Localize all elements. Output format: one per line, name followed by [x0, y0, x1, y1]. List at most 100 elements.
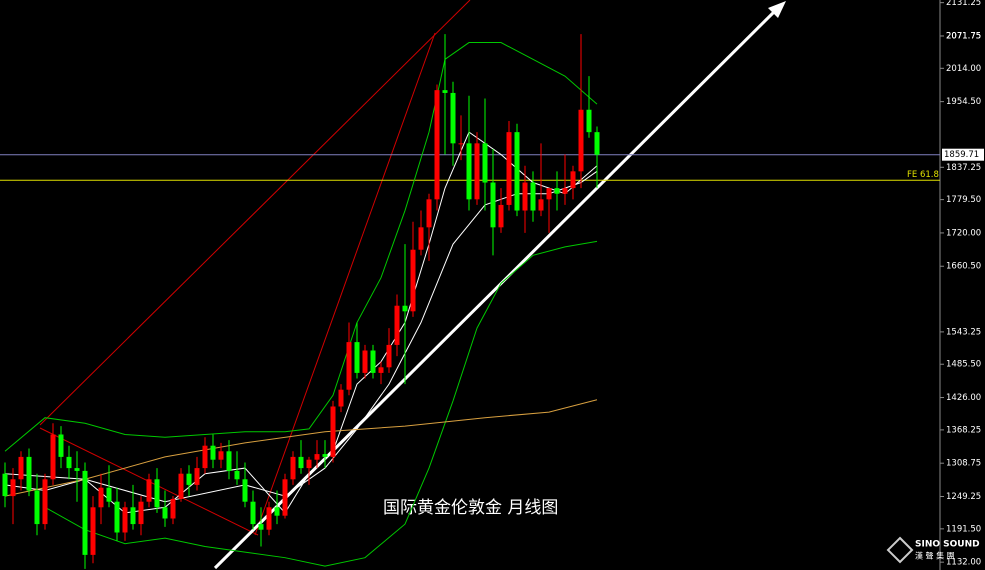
candle-body	[194, 468, 200, 485]
candle-body	[130, 507, 136, 525]
candle-body	[290, 456, 296, 480]
y-tick-label: 1485.50	[946, 360, 981, 370]
candle-body	[90, 507, 96, 555]
candle-body	[490, 182, 496, 228]
candle-body	[482, 143, 488, 183]
candle-body	[426, 199, 432, 228]
candle-body	[234, 470, 240, 480]
candle-body	[538, 199, 544, 211]
candle-body	[170, 498, 176, 519]
y-tick-label: 2071.75	[946, 31, 981, 41]
y-tick-label: 1720.00	[946, 228, 981, 238]
candle-body	[210, 445, 216, 460]
overlay-line	[4, 42, 598, 452]
candle-body	[530, 182, 536, 211]
y-tick-label: 1308.75	[946, 459, 981, 469]
candle-body	[442, 90, 448, 93]
candle-body	[434, 90, 440, 200]
candle-body	[498, 204, 504, 228]
candle-body	[594, 132, 600, 155]
y-tick-label: 1249.25	[946, 492, 981, 502]
candle-body	[242, 479, 248, 502]
logo-name: SINO SOUND	[915, 540, 980, 550]
candle-body	[122, 507, 128, 533]
price-box	[942, 148, 984, 161]
candle-body	[138, 501, 144, 525]
candle-body	[10, 479, 16, 497]
candle-body	[378, 367, 384, 373]
candle-body	[218, 451, 224, 460]
candle-body	[66, 456, 72, 469]
candle-body	[370, 350, 376, 373]
candle-body	[2, 473, 8, 497]
candle-body	[354, 342, 360, 373]
candle-body	[474, 143, 480, 200]
candle-body	[82, 470, 88, 555]
y-tick-label: 2071.75	[946, 31, 981, 41]
candle-body	[74, 468, 80, 471]
candle-body	[226, 451, 232, 471]
arrow-head	[768, 1, 786, 18]
candle-body	[402, 305, 408, 312]
candle-body	[514, 132, 520, 211]
candle-body	[410, 249, 416, 312]
candle-body	[418, 227, 424, 250]
candle-body	[506, 132, 512, 205]
candle-body	[330, 406, 336, 457]
candle-body	[386, 344, 392, 368]
y-tick-label: 1368.25	[946, 425, 981, 435]
candle-body	[322, 454, 328, 457]
candle-body	[202, 445, 208, 469]
price-label: 1859.71	[944, 150, 979, 160]
logo-sub: 漢 聲 集 團	[915, 551, 955, 561]
y-tick-label: 1954.50	[946, 97, 981, 107]
candle-body	[282, 479, 288, 516]
candle-body	[394, 305, 400, 345]
candle-body	[162, 507, 168, 519]
overlay-line	[4, 170, 598, 503]
candle-body	[306, 459, 312, 469]
candle-body	[258, 524, 264, 530]
y-tick-label: 2131.25	[946, 0, 981, 8]
trend-line	[39, 0, 471, 426]
candle-body	[578, 109, 584, 172]
candle-body	[154, 479, 160, 508]
candle-body	[562, 188, 568, 194]
candle-body	[554, 188, 560, 194]
candle-body	[450, 92, 456, 144]
candle-body	[250, 501, 256, 525]
y-tick-label: 1132.00	[946, 558, 981, 568]
overlay-line	[44, 240, 598, 567]
logo: SINO SOUND 漢 聲 集 團	[886, 536, 980, 564]
y-tick-label: 1426.00	[946, 393, 981, 403]
candle-body	[362, 350, 368, 373]
candle-body	[314, 454, 320, 460]
candle-body	[458, 143, 464, 145]
candle-body	[266, 507, 272, 530]
overlay-line	[4, 399, 598, 497]
y-tick-label: 2071.75	[946, 31, 981, 41]
y-tick-label: 2014.00	[946, 64, 981, 74]
candle-body	[298, 456, 304, 469]
y-tick-label: 1837.25	[946, 163, 981, 173]
candle-body	[98, 487, 104, 508]
candle-body	[338, 389, 344, 407]
candle-body	[274, 507, 280, 516]
candle-body	[146, 479, 152, 502]
candle-body	[178, 473, 184, 499]
candle-body	[586, 109, 592, 133]
y-tick-label: 1191.50	[946, 524, 981, 534]
y-tick-label: 1779.50	[946, 195, 981, 205]
candle-body	[106, 487, 112, 502]
candle-body	[58, 434, 64, 457]
candle-body	[466, 143, 472, 200]
y-tick-label: 1543.25	[946, 327, 981, 337]
logo-icon	[886, 536, 914, 564]
chart-title: 国际黄金伦敦金 月线图	[383, 498, 558, 518]
candle-body	[546, 188, 552, 200]
candle-body	[186, 473, 192, 485]
candle-body	[570, 171, 576, 189]
candle-body	[346, 342, 352, 390]
